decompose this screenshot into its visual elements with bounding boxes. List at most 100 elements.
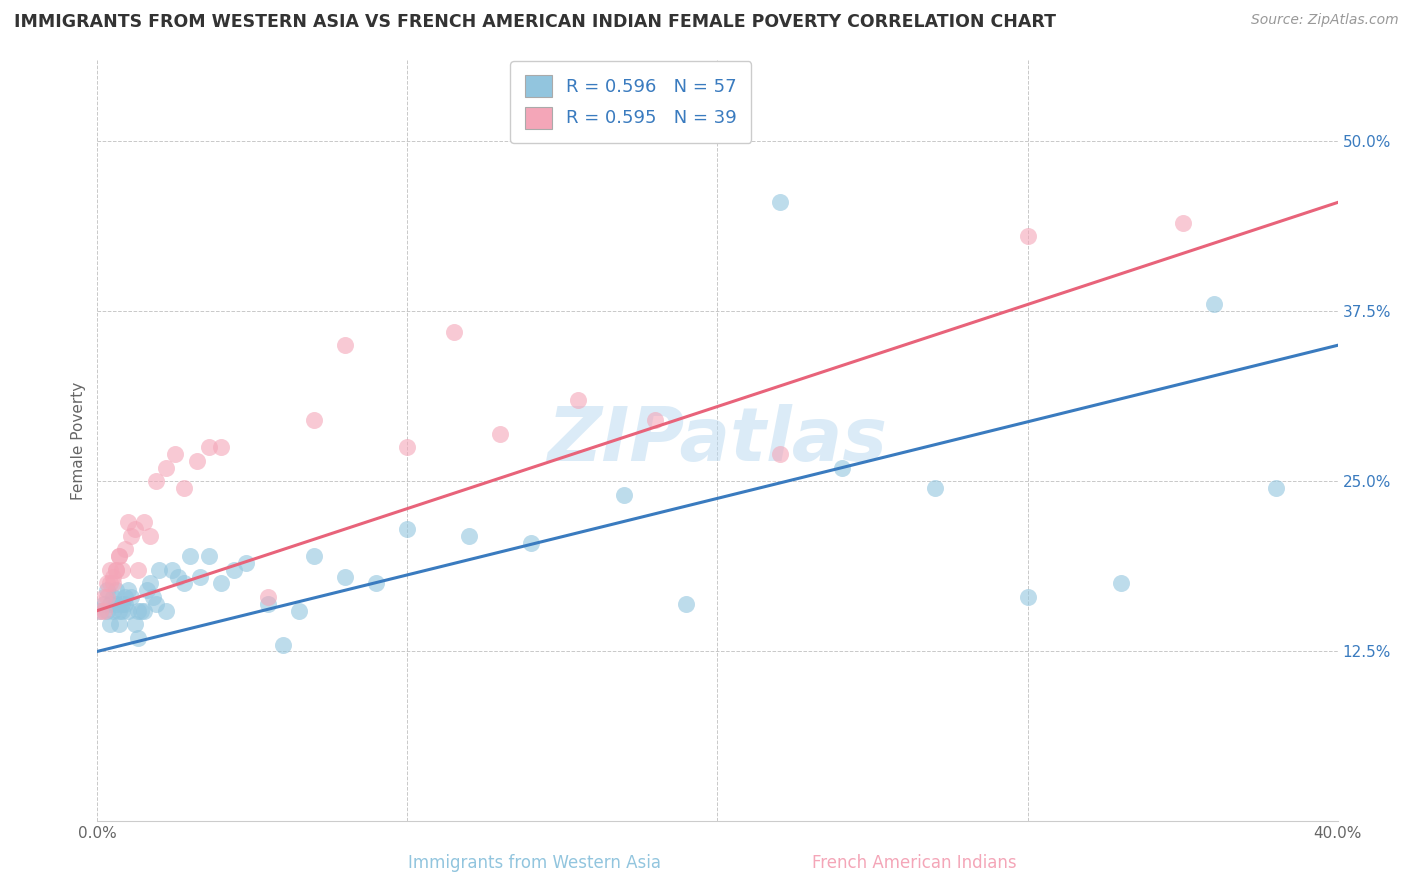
Point: [142, 590, 165, 604]
Text: ZIPatlas: ZIPatlas: [547, 404, 887, 477]
Point: [173, 576, 195, 591]
Point: [209, 440, 232, 454]
Point: [1202, 297, 1225, 311]
Point: [136, 583, 159, 598]
Text: Immigrants from Western Asia: Immigrants from Western Asia: [408, 855, 661, 872]
Point: [114, 590, 136, 604]
Text: Source: ZipAtlas.com: Source: ZipAtlas.com: [1251, 13, 1399, 28]
Point: [93, 597, 115, 611]
Point: [173, 481, 195, 495]
Point: [98, 563, 121, 577]
Point: [108, 549, 131, 564]
Point: [120, 590, 142, 604]
Point: [101, 569, 124, 583]
Point: [101, 576, 124, 591]
Point: [108, 617, 131, 632]
Point: [675, 597, 697, 611]
Point: [179, 549, 201, 564]
Point: [124, 522, 146, 536]
Point: [520, 535, 543, 549]
Point: [304, 549, 326, 564]
Point: [768, 195, 790, 210]
Point: [132, 604, 155, 618]
Point: [396, 440, 419, 454]
Point: [96, 576, 118, 591]
Point: [120, 529, 142, 543]
Point: [567, 392, 589, 407]
Point: [160, 563, 183, 577]
Point: [235, 556, 257, 570]
Point: [1264, 481, 1286, 495]
Legend: R = 0.596   N = 57, R = 0.595   N = 39: R = 0.596 N = 57, R = 0.595 N = 39: [510, 61, 751, 143]
Point: [1171, 216, 1194, 230]
Point: [129, 604, 152, 618]
Point: [155, 604, 177, 618]
Point: [222, 563, 245, 577]
Point: [96, 590, 118, 604]
Point: [288, 604, 311, 618]
Point: [96, 583, 118, 598]
Point: [335, 569, 357, 583]
Point: [117, 515, 139, 529]
Point: [93, 590, 115, 604]
Point: [139, 529, 162, 543]
Point: [458, 529, 481, 543]
Point: [108, 549, 131, 564]
Point: [167, 569, 190, 583]
Point: [145, 475, 167, 489]
Point: [89, 604, 111, 618]
Point: [335, 338, 357, 352]
Point: [108, 604, 131, 618]
Point: [98, 617, 121, 632]
Point: [104, 563, 127, 577]
Point: [489, 426, 512, 441]
Point: [98, 576, 121, 591]
Point: [366, 576, 388, 591]
Point: [1017, 229, 1039, 244]
Point: [396, 522, 419, 536]
Point: [198, 549, 221, 564]
Text: IMMIGRANTS FROM WESTERN ASIA VS FRENCH AMERICAN INDIAN FEMALE POVERTY CORRELATIO: IMMIGRANTS FROM WESTERN ASIA VS FRENCH A…: [14, 13, 1056, 31]
Point: [111, 563, 134, 577]
Y-axis label: Female Poverty: Female Poverty: [72, 382, 86, 500]
Point: [209, 576, 232, 591]
Point: [198, 440, 221, 454]
Point: [924, 481, 946, 495]
Point: [127, 631, 149, 645]
Point: [101, 604, 124, 618]
Point: [831, 460, 853, 475]
Point: [127, 604, 149, 618]
Point: [117, 604, 139, 618]
Text: French American Indians: French American Indians: [811, 855, 1017, 872]
Point: [104, 583, 127, 598]
Point: [145, 597, 167, 611]
Point: [127, 563, 149, 577]
Point: [132, 515, 155, 529]
Point: [443, 325, 465, 339]
Point: [273, 638, 295, 652]
Point: [768, 447, 790, 461]
Point: [111, 597, 134, 611]
Point: [104, 597, 127, 611]
Point: [101, 590, 124, 604]
Point: [148, 563, 170, 577]
Point: [89, 604, 111, 618]
Point: [114, 542, 136, 557]
Point: [139, 576, 162, 591]
Point: [1109, 576, 1132, 591]
Point: [117, 583, 139, 598]
Point: [257, 590, 280, 604]
Point: [93, 604, 115, 618]
Point: [644, 413, 666, 427]
Point: [188, 569, 211, 583]
Point: [96, 604, 118, 618]
Point: [257, 597, 280, 611]
Point: [186, 454, 208, 468]
Point: [155, 460, 177, 475]
Point: [111, 604, 134, 618]
Point: [304, 413, 326, 427]
Point: [163, 447, 186, 461]
Point: [613, 488, 636, 502]
Point: [98, 597, 121, 611]
Point: [124, 617, 146, 632]
